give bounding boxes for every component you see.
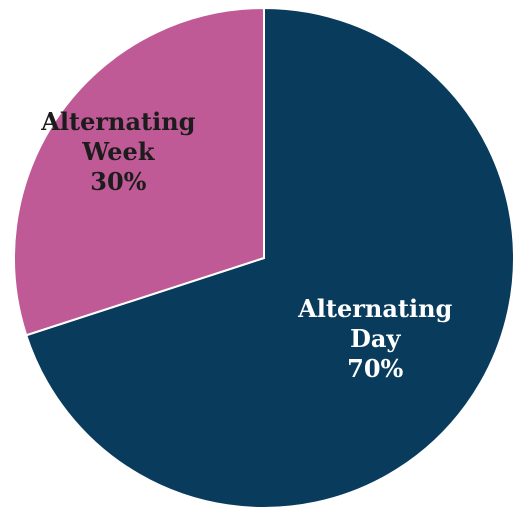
- slice-label-line: Alternating: [297, 294, 452, 323]
- slice-label-line: Alternating: [40, 107, 195, 136]
- slice-label-line: Day: [350, 324, 401, 353]
- pie-slice: [24, 6, 515, 509]
- slice-label: Alternating Week 30%: [40, 107, 195, 196]
- slice-label-line: 70%: [347, 354, 403, 383]
- pie-slice: [13, 6, 265, 337]
- slice-label-line: Week: [81, 137, 156, 166]
- slice-label-line: 30%: [90, 167, 146, 196]
- slice-label: Alternating Day 70%: [297, 294, 452, 383]
